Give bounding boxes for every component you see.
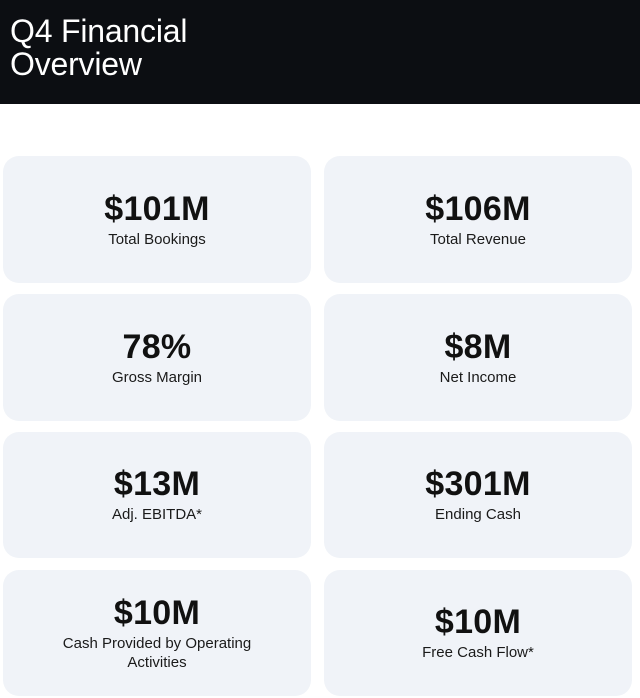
metric-card-total-bookings: $101M Total Bookings — [3, 156, 311, 283]
metric-value: $10M — [113, 593, 201, 632]
metric-label: Net Income — [439, 368, 517, 386]
metric-value: $101M — [104, 189, 210, 228]
metric-card-ending-cash: $301M Ending Cash — [324, 432, 632, 558]
metric-card-cash-provided-operating: $10M Cash Provided by Operating Activiti… — [3, 570, 311, 696]
metric-value: 78% — [122, 327, 192, 366]
metric-label: Adj. EBITDA* — [111, 506, 203, 523]
metric-value: $106M — [425, 189, 531, 228]
metric-label: Ending Cash — [435, 506, 521, 523]
metric-label: Total Revenue — [430, 230, 526, 248]
metric-card-gross-margin: 78% Gross Margin — [3, 294, 311, 421]
metric-label: Total Bookings — [108, 230, 206, 248]
metric-card-adj-ebitda: $13M Adj. EBITDA* — [3, 432, 311, 558]
metric-card-net-income: $8M Net Income — [324, 294, 632, 421]
metric-value: $10M — [434, 603, 522, 641]
metric-value: $301M — [425, 465, 531, 503]
page-header: Q4 Financial Overview — [0, 0, 640, 104]
metric-card-free-cash-flow: $10M Free Cash Flow* — [324, 570, 632, 696]
metric-label: Free Cash Flow* — [422, 644, 534, 661]
metric-label: Cash Provided by Operating Activities — [62, 634, 252, 671]
metric-label: Gross Margin — [111, 368, 203, 386]
metric-value: $8M — [444, 327, 512, 366]
metric-value: $13M — [113, 465, 201, 503]
metric-card-total-revenue: $106M Total Revenue — [324, 156, 632, 283]
page-title: Q4 Financial Overview — [10, 13, 188, 82]
